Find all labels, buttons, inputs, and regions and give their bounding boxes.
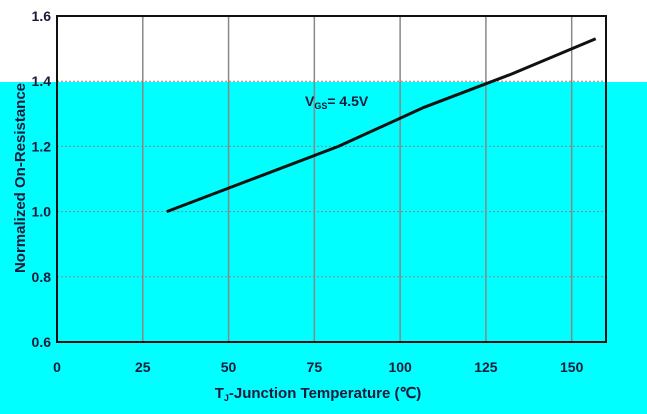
annotation-rest: = 4.5V <box>327 93 369 109</box>
y-tick-labels: 0.6 0.8 1.0 1.2 1.4 1.6 <box>32 8 52 350</box>
plot-background <box>57 16 606 82</box>
x-tick-label: 50 <box>221 359 237 375</box>
x-tick-label: 0 <box>53 359 61 375</box>
x-axis-label-sub: J <box>224 393 229 403</box>
x-axis-label-main: T <box>215 385 224 402</box>
y-tick-label: 1.6 <box>32 8 52 24</box>
annotation-sub: GS <box>314 101 327 111</box>
y-axis-label: Normalized On-Resistance <box>12 83 29 273</box>
plot-band <box>0 82 647 414</box>
y-tick-label: 0.6 <box>32 334 52 350</box>
y-tick-label: 1.0 <box>32 204 52 220</box>
x-axis-label: TJ-Junction Temperature (℃) <box>215 385 422 403</box>
y-tick-label: 0.8 <box>32 269 52 285</box>
x-tick-label: 125 <box>474 359 498 375</box>
x-tick-label: 150 <box>560 359 584 375</box>
y-tick-label: 1.4 <box>32 73 52 89</box>
x-tick-label: 100 <box>388 359 412 375</box>
y-tick-label: 1.2 <box>32 138 52 154</box>
plot-frame <box>56 15 607 343</box>
x-axis-label-rest: -Junction Temperature (℃) <box>229 385 421 402</box>
x-tick-label: 75 <box>307 359 323 375</box>
annotation-main: V <box>305 93 315 109</box>
grid <box>57 16 606 342</box>
x-tick-label: 25 <box>135 359 151 375</box>
x-tick-labels: 0 25 50 75 100 125 150 <box>53 359 583 375</box>
plot-border <box>56 15 607 343</box>
series-line <box>166 37 597 214</box>
annotation: VGS= 4.5V <box>305 93 369 111</box>
